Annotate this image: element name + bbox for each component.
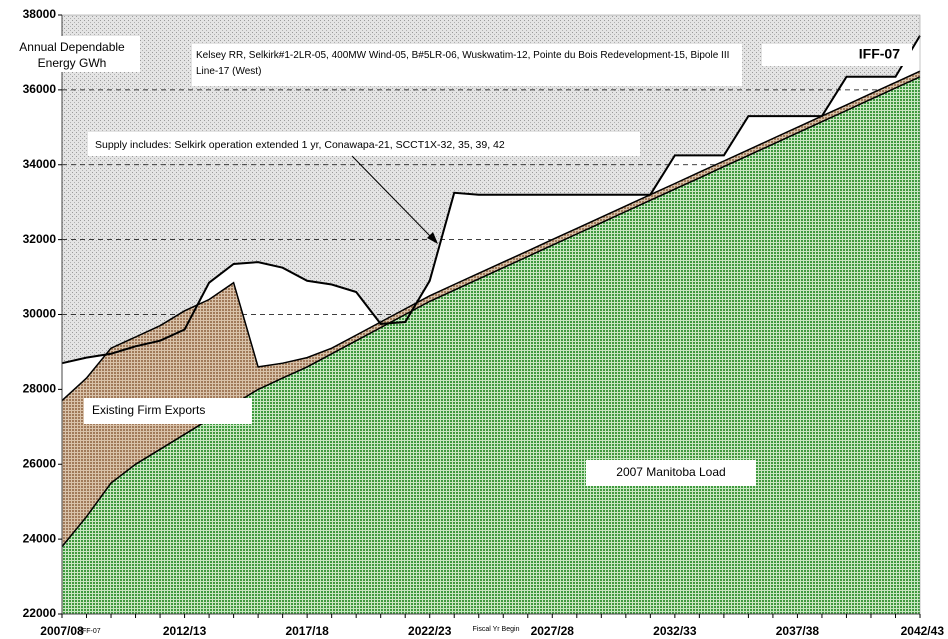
y-label-box bbox=[4, 36, 140, 72]
x-tick-label: 2027/28 bbox=[531, 624, 575, 638]
y-tick-label: 36000 bbox=[23, 82, 57, 96]
area-line bbox=[61, 70, 921, 402]
resources-text: Kelsey RR, Selkirk#1-2LR-05, 400MW Wind-… bbox=[196, 50, 730, 77]
x-tick-label: 2042/43 bbox=[901, 624, 945, 638]
x-tick-label: 2007/08 bbox=[40, 624, 84, 638]
load-label: 2007 Manitoba Load bbox=[616, 465, 725, 479]
y-tick-label: 22000 bbox=[23, 606, 57, 620]
y-axis-label: Annual Dependable Energy GWh bbox=[19, 40, 125, 70]
load-box bbox=[586, 460, 756, 486]
y-tick-label: 24000 bbox=[23, 531, 57, 545]
supply-note: Supply includes: Selkirk operation exten… bbox=[95, 139, 505, 151]
x-axis-label: Fiscal Yr Begin bbox=[473, 626, 520, 633]
x-tick-label: 2032/33 bbox=[653, 624, 697, 638]
arrow bbox=[351, 155, 433, 239]
y-tick-label: 30000 bbox=[23, 307, 57, 321]
exports-label: Existing Firm Exports bbox=[92, 403, 205, 417]
scenario-label: IFF-07 bbox=[859, 46, 900, 62]
y-tick-label: 28000 bbox=[23, 382, 57, 396]
x-tick-label: 2017/18 bbox=[285, 624, 329, 638]
exports-box bbox=[84, 398, 252, 424]
scenario-small: IFF-07 bbox=[80, 628, 101, 635]
resources-note: Kelsey RR, Selkirk#1-2LR-05, 400MW Wind-… bbox=[196, 50, 730, 77]
y-tick-label: 32000 bbox=[23, 232, 57, 246]
supply-line bbox=[61, 35, 921, 365]
y-tick-label: 38000 bbox=[23, 7, 57, 21]
scenario-box bbox=[762, 44, 912, 66]
x-tick-label: 2037/38 bbox=[776, 624, 820, 638]
resources-box bbox=[192, 44, 742, 86]
supply-note-box bbox=[88, 132, 640, 156]
arrow-head bbox=[427, 232, 438, 244]
x-tick-label: 2012/13 bbox=[163, 624, 207, 638]
area bbox=[62, 71, 920, 547]
x-tick-label: 2022/23 bbox=[408, 624, 452, 638]
y-tick-label: 34000 bbox=[23, 157, 57, 171]
y-tick-label: 26000 bbox=[23, 456, 57, 470]
